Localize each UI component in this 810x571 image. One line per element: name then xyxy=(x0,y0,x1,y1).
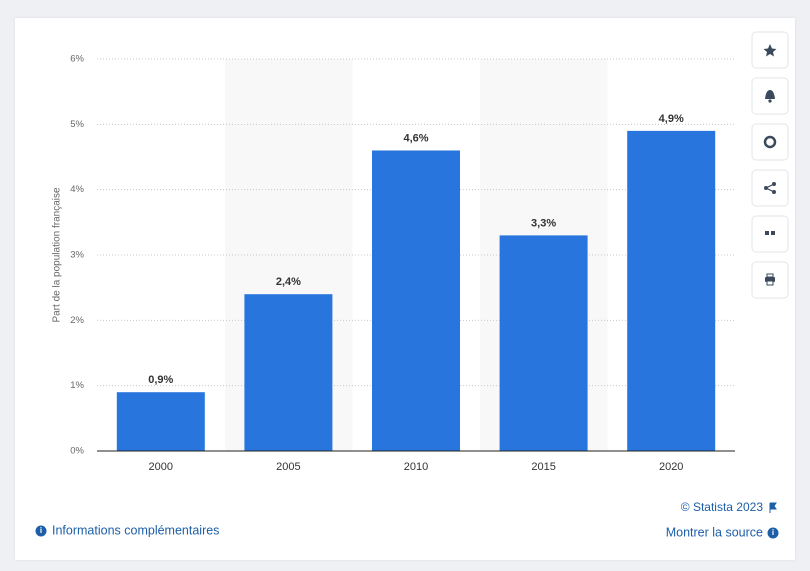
share-icon xyxy=(764,183,775,193)
quote-icon xyxy=(771,231,775,235)
share-button[interactable] xyxy=(751,169,789,207)
y-axis-label: Part de la population française xyxy=(52,187,63,323)
info-icon xyxy=(35,525,47,537)
toolbar-icons xyxy=(763,44,777,286)
quote-icon xyxy=(765,231,769,235)
value-label: 4,6% xyxy=(403,132,428,144)
x-tick-label: 2010 xyxy=(404,461,428,473)
y-tick-label: 4% xyxy=(70,184,84,195)
copyright[interactable]: © Statista 2023 xyxy=(681,500,764,514)
flag-icon xyxy=(769,502,777,513)
x-tick-label: 2020 xyxy=(659,461,683,473)
gear-icon xyxy=(763,135,777,149)
print-icon xyxy=(766,273,774,278)
info-icon-glyph: i xyxy=(40,526,42,535)
info-icon xyxy=(767,527,779,539)
x-tick-label: 2015 xyxy=(531,461,555,473)
y-tick-label: 3% xyxy=(70,250,84,261)
y-tick-label: 0% xyxy=(70,446,84,457)
value-label: 2,4% xyxy=(276,276,301,288)
print-icon xyxy=(766,280,774,286)
value-label: 4,9% xyxy=(659,113,684,125)
star-icon xyxy=(763,44,777,57)
value-label: 3,3% xyxy=(531,217,556,229)
toolbar xyxy=(751,31,789,299)
y-tick-label: 2% xyxy=(70,315,84,326)
bell-icon xyxy=(765,90,775,99)
x-tick-label: 2000 xyxy=(149,461,173,473)
cite-button[interactable] xyxy=(751,215,789,253)
bar xyxy=(627,130,716,451)
y-tick-label: 5% xyxy=(70,119,84,130)
bar xyxy=(116,392,205,451)
bar xyxy=(499,235,588,451)
y-tick-label: 1% xyxy=(70,380,84,391)
info-link[interactable]: Informations complémentaires xyxy=(52,523,219,537)
bell-icon xyxy=(768,99,772,103)
bar xyxy=(372,150,460,451)
info-icon-glyph: i xyxy=(772,528,774,537)
source-link[interactable]: Montrer la source xyxy=(666,525,763,539)
y-tick-label: 6% xyxy=(70,54,84,65)
value-label: 0,9% xyxy=(148,374,173,386)
settings-button[interactable] xyxy=(751,123,789,161)
x-tick-label: 2005 xyxy=(276,461,300,473)
bar xyxy=(244,294,333,451)
